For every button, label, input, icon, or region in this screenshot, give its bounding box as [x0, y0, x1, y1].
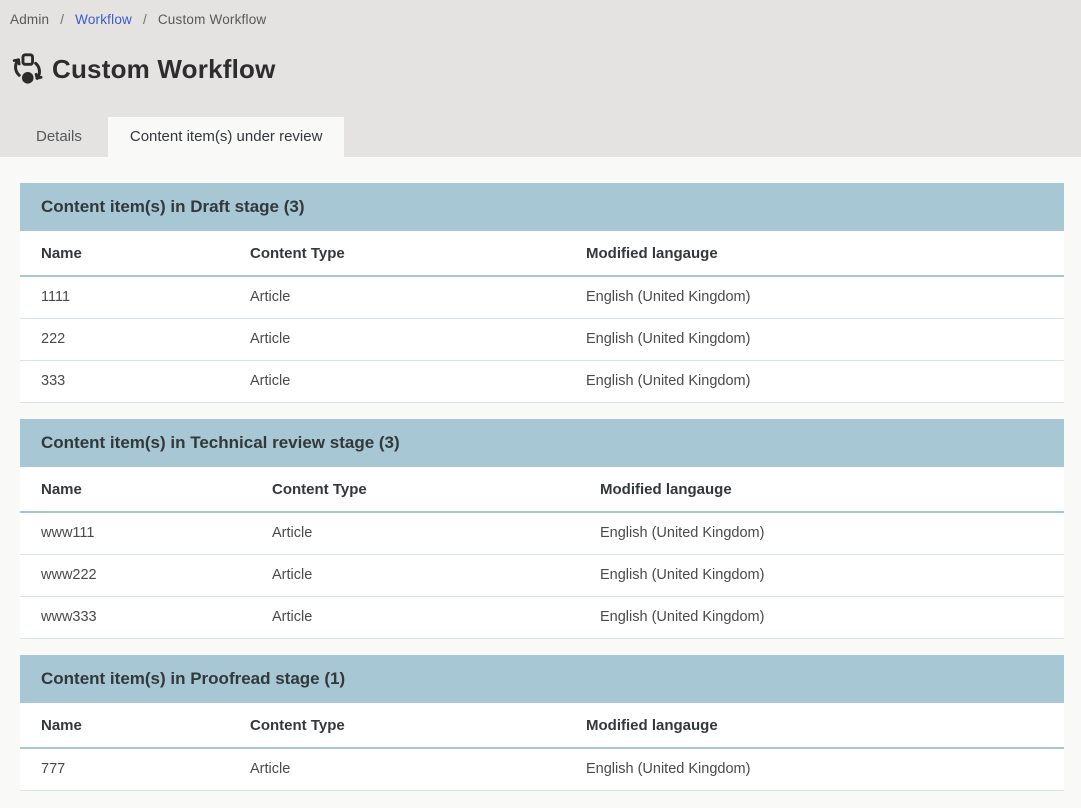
table-row: 1111 Article English (United Kingdom) [20, 276, 1064, 319]
stage-section-header: Content item(s) in Draft stage (3) [20, 183, 1064, 231]
breadcrumb-item-workflow[interactable]: Workflow [75, 12, 132, 27]
table-cell: www333 [20, 596, 251, 639]
breadcrumb: Admin / Workflow / Custom Workflow [10, 12, 1081, 27]
table-row: www111 Article English (United Kingdom) [20, 512, 1064, 555]
stage-section-title: Content item(s) in Technical review stag… [41, 433, 400, 452]
table-cell: English (United Kingdom) [579, 512, 1064, 555]
content-items-table: Name Content Type Modified langauge 777 Art… [20, 703, 1064, 791]
column-header: Content Type [229, 703, 565, 749]
table-row: 222 Article English (United Kingdom) [20, 318, 1064, 361]
main-content: Content item(s) in Draft stage (3) Name C… [0, 157, 1081, 791]
table-cell: Article [229, 360, 565, 403]
table-cell: 1111 [20, 276, 229, 319]
breadcrumb-item-admin: Admin [10, 12, 50, 27]
tab-content-items-under-review[interactable]: Content item(s) under review [107, 117, 345, 157]
column-header: Content Type [251, 467, 579, 513]
table-cell: Article [251, 512, 579, 555]
table-cell: English (United Kingdom) [565, 318, 1064, 361]
column-header: Name [20, 703, 229, 749]
table-cell: Article [229, 318, 565, 361]
table-cell: Article [251, 554, 579, 597]
table-cell: English (United Kingdom) [579, 596, 1064, 639]
table-cell: www111 [20, 512, 251, 555]
table-cell: English (United Kingdom) [565, 276, 1064, 319]
table-header-row: Name Content Type Modified langauge [20, 703, 1064, 749]
table-cell: 777 [20, 748, 229, 791]
column-header: Name [20, 231, 229, 277]
page-title-row: Custom Workflow [10, 52, 1081, 86]
table-cell: 333 [20, 360, 229, 403]
table-header-row: Name Content Type Modified langauge [20, 467, 1064, 513]
table-cell: English (United Kingdom) [565, 360, 1064, 403]
workflow-icon [12, 53, 43, 84]
column-header: Name [20, 467, 251, 513]
stage-section-header: Content item(s) in Proofread stage (1) [20, 655, 1064, 703]
stage-section-header: Content item(s) in Technical review stag… [20, 419, 1064, 467]
table-row: 333 Article English (United Kingdom) [20, 360, 1064, 403]
column-header: Modified langauge [565, 231, 1064, 277]
table-cell: www222 [20, 554, 251, 597]
content-items-table: Name Content Type Modified langauge 1111 Ar… [20, 231, 1064, 403]
table-cell: Article [229, 276, 565, 319]
breadcrumb-separator: / [60, 12, 65, 27]
table-row: 777 Article English (United Kingdom) [20, 748, 1064, 791]
stage-section: Content item(s) in Technical review stag… [20, 419, 1064, 639]
table-row: www333 Article English (United Kingdom) [20, 596, 1064, 639]
tab-bar: Details Content item(s) under review [10, 117, 345, 157]
stage-section-title: Content item(s) in Draft stage (3) [41, 197, 305, 216]
column-header: Modified langauge [565, 703, 1064, 749]
stage-section: Content item(s) in Proofread stage (1) N… [20, 655, 1064, 791]
table-cell: Article [251, 596, 579, 639]
top-header: Admin / Workflow / Custom Workflow Custo… [0, 0, 1081, 157]
table-cell: English (United Kingdom) [565, 748, 1064, 791]
table-cell: English (United Kingdom) [579, 554, 1064, 597]
table-header-row: Name Content Type Modified langauge [20, 231, 1064, 277]
column-header: Content Type [229, 231, 565, 277]
content-items-table: Name Content Type Modified langauge www111… [20, 467, 1064, 639]
stage-section: Content item(s) in Draft stage (3) Name C… [20, 183, 1064, 403]
table-row: www222 Article English (United Kingdom) [20, 554, 1064, 597]
breadcrumb-separator: / [142, 12, 147, 27]
table-cell: Article [229, 748, 565, 791]
tab-details[interactable]: Details [36, 128, 82, 145]
table-cell: 222 [20, 318, 229, 361]
stage-sections: Content item(s) in Draft stage (3) Name C… [20, 183, 1064, 791]
page-title: Custom Workflow [52, 53, 276, 84]
breadcrumb-item-current: Custom Workflow [157, 12, 267, 27]
stage-section-title: Content item(s) in Proofread stage (1) [41, 669, 346, 688]
column-header: Modified langauge [579, 467, 1064, 513]
